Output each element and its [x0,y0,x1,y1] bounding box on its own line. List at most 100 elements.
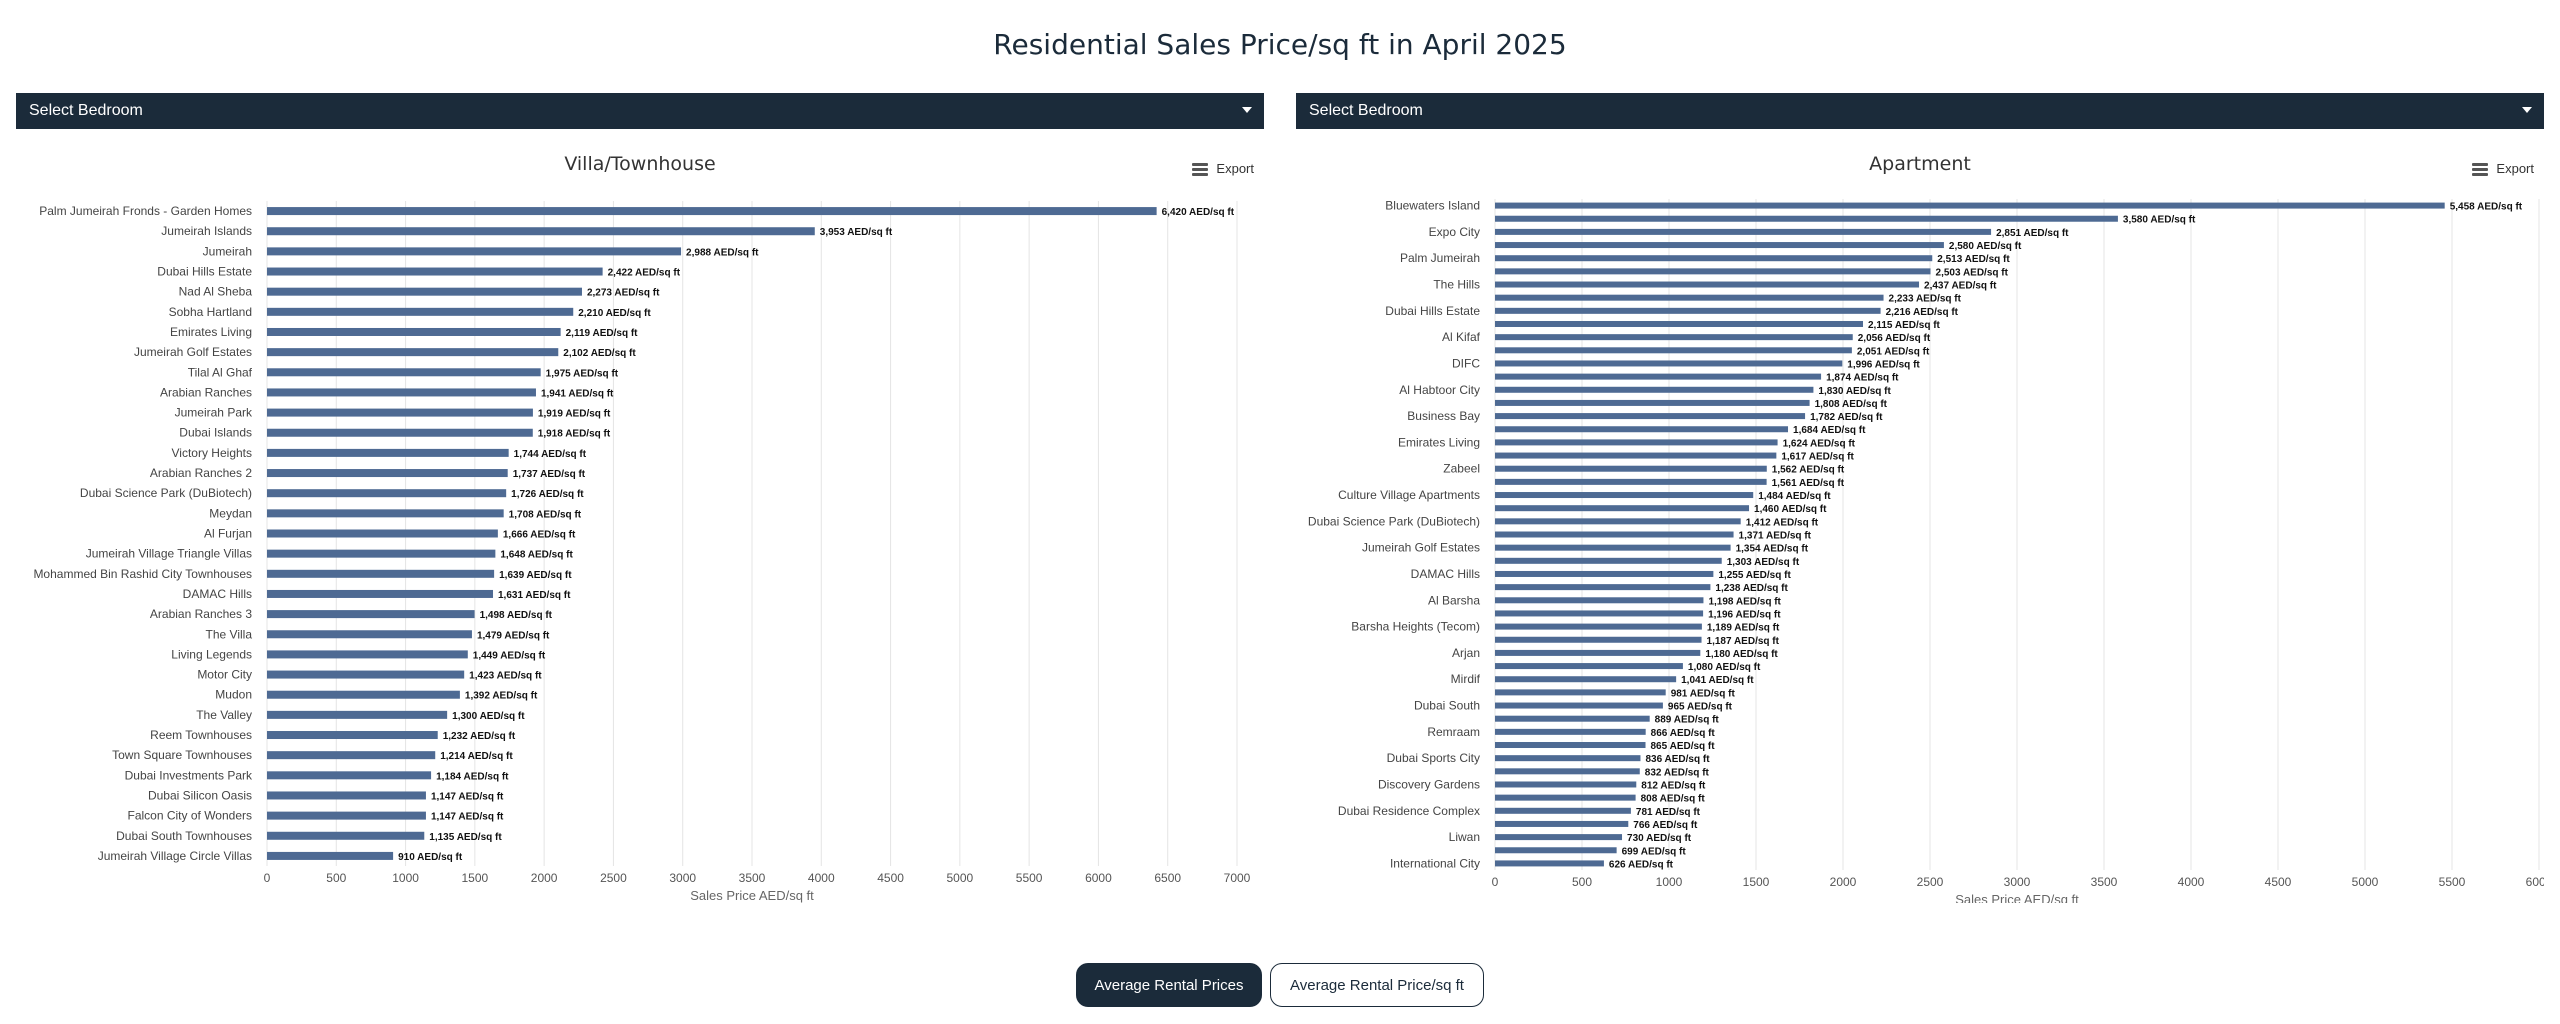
data-label: 1,184 AED/sq ft [436,771,509,782]
bar [267,589,494,598]
x-tick-label: 5000 [947,871,974,885]
data-label: 2,513 AED/sq ft [1937,254,2010,265]
data-label: 1,423 AED/sq ft [469,671,542,682]
data-label: 1,639 AED/sq ft [499,570,572,581]
bar [1495,399,1810,406]
data-label: 1,708 AED/sq ft [509,509,582,520]
category-label: Palm Jumeirah Fronds - Garden Homes [39,204,252,218]
category-label: Sobha Hartland [169,305,252,319]
data-label: 1,147 AED/sq ft [431,791,504,802]
bar [267,670,465,679]
bar [267,650,468,659]
category-label: Reem Townhouses [150,728,252,742]
data-label: 1,255 AED/sq ft [1718,570,1791,581]
category-label: DAMAC Hills [1411,567,1480,581]
data-label: 5,458 AED/sq ft [2450,202,2523,213]
bar [267,529,498,538]
data-label: 2,503 AED/sq ft [1936,267,2009,278]
bar [267,227,815,236]
data-label: 1,737 AED/sq ft [513,469,586,480]
bar [1495,452,1777,459]
average-rental-prices-button[interactable]: Average Rental Prices [1076,963,1262,1007]
bar [1495,860,1604,867]
category-label: The Villa [206,627,253,641]
data-label: 2,102 AED/sq ft [563,348,636,359]
bar [1495,426,1789,433]
select-bedroom-dropdown[interactable]: Select Bedroom [1296,93,2544,129]
category-label: Emirates Living [170,325,252,339]
category-label: Dubai Silicon Oasis [148,788,252,802]
category-label: Arjan [1452,646,1480,660]
bar [267,610,475,619]
data-label: 1,392 AED/sq ft [465,691,538,702]
chart-title: Apartment [1869,153,1971,175]
bar [1495,742,1646,749]
data-label: 1,684 AED/sq ft [1793,425,1866,436]
export-button[interactable]: Export [1192,161,1254,176]
x-tick-label: 3000 [2004,875,2031,889]
bar [267,388,536,397]
x-tick-label: 2500 [1917,875,1944,889]
select-bedroom-dropdown[interactable]: Select Bedroom [16,93,1264,129]
x-tick-label: 3500 [2091,875,2118,889]
bar [1495,492,1754,499]
data-label: 836 AED/sq ft [1645,754,1710,765]
bar [1495,807,1631,814]
category-label: Living Legends [171,647,252,661]
apartment-chart: Apartment 0 500 1000 1500 2000 2500 3000 3500 400… [1308,153,2544,903]
x-tick-label: 1500 [462,871,489,885]
data-label: 865 AED/sq ft [1651,741,1716,752]
x-tick-label: 2000 [1830,875,1857,889]
data-label: 1,726 AED/sq ft [511,489,584,500]
bar [267,307,574,316]
bar [1495,439,1778,446]
villa-townhouse-chart: Villa/Townhouse 0 500 1000 1500 2000 2500 3000 3… [33,153,1250,903]
category-label: Arabian Ranches 3 [150,607,252,621]
data-label: 626 AED/sq ft [1609,859,1674,870]
data-label: 2,216 AED/sq ft [1886,307,1959,318]
data-label: 808 AED/sq ft [1641,794,1706,805]
category-label: Culture Village Apartments [1338,488,1480,502]
average-rental-price-sqft-button[interactable]: Average Rental Price/sq ft [1270,963,1484,1007]
bar [1495,794,1636,801]
data-label: 1,135 AED/sq ft [429,832,502,843]
bar [1495,610,1704,617]
bar [267,327,561,336]
x-tick-label: 6000 [1085,871,1112,885]
bar [1495,834,1623,841]
menu-icon [1192,162,1209,176]
data-label: 1,631 AED/sq ft [498,590,571,601]
data-label: 1,300 AED/sq ft [452,711,525,722]
data-label: 1,479 AED/sq ft [477,630,550,641]
category-label: Arabian Ranches [160,385,252,399]
data-label: 889 AED/sq ft [1655,715,1720,726]
category-label: Emirates Living [1398,435,1480,449]
bar [1495,531,1734,538]
category-label: Dubai Hills Estate [1385,304,1480,318]
data-label: 1,562 AED/sq ft [1772,465,1845,476]
data-label: 1,918 AED/sq ft [538,429,611,440]
data-label: 1,782 AED/sq ft [1810,412,1883,423]
bar [267,348,559,357]
x-tick-label: 4000 [2178,875,2205,889]
x-tick-label: 500 [1572,875,1592,889]
data-label: 6,420 AED/sq ft [1162,207,1235,218]
data-label: 781 AED/sq ft [1636,807,1701,818]
bar [267,469,508,478]
bar [1495,294,1884,301]
category-label: Tilal Al Ghaf [188,365,253,379]
bar [1495,386,1814,393]
data-label: 981 AED/sq ft [1671,688,1736,699]
x-tick-label: 4000 [808,871,835,885]
export-button[interactable]: Export [2472,161,2534,176]
data-label: 1,874 AED/sq ft [1826,373,1899,384]
data-label: 2,056 AED/sq ft [1858,333,1931,344]
category-label: Victory Heights [172,446,252,460]
bar [1495,242,1944,249]
data-label: 2,437 AED/sq ft [1924,281,1997,292]
data-label: 1,041 AED/sq ft [1681,675,1754,686]
bar [267,831,425,840]
bar [1495,518,1741,525]
data-label: 1,617 AED/sq ft [1781,452,1854,463]
data-label: 1,303 AED/sq ft [1727,557,1800,568]
